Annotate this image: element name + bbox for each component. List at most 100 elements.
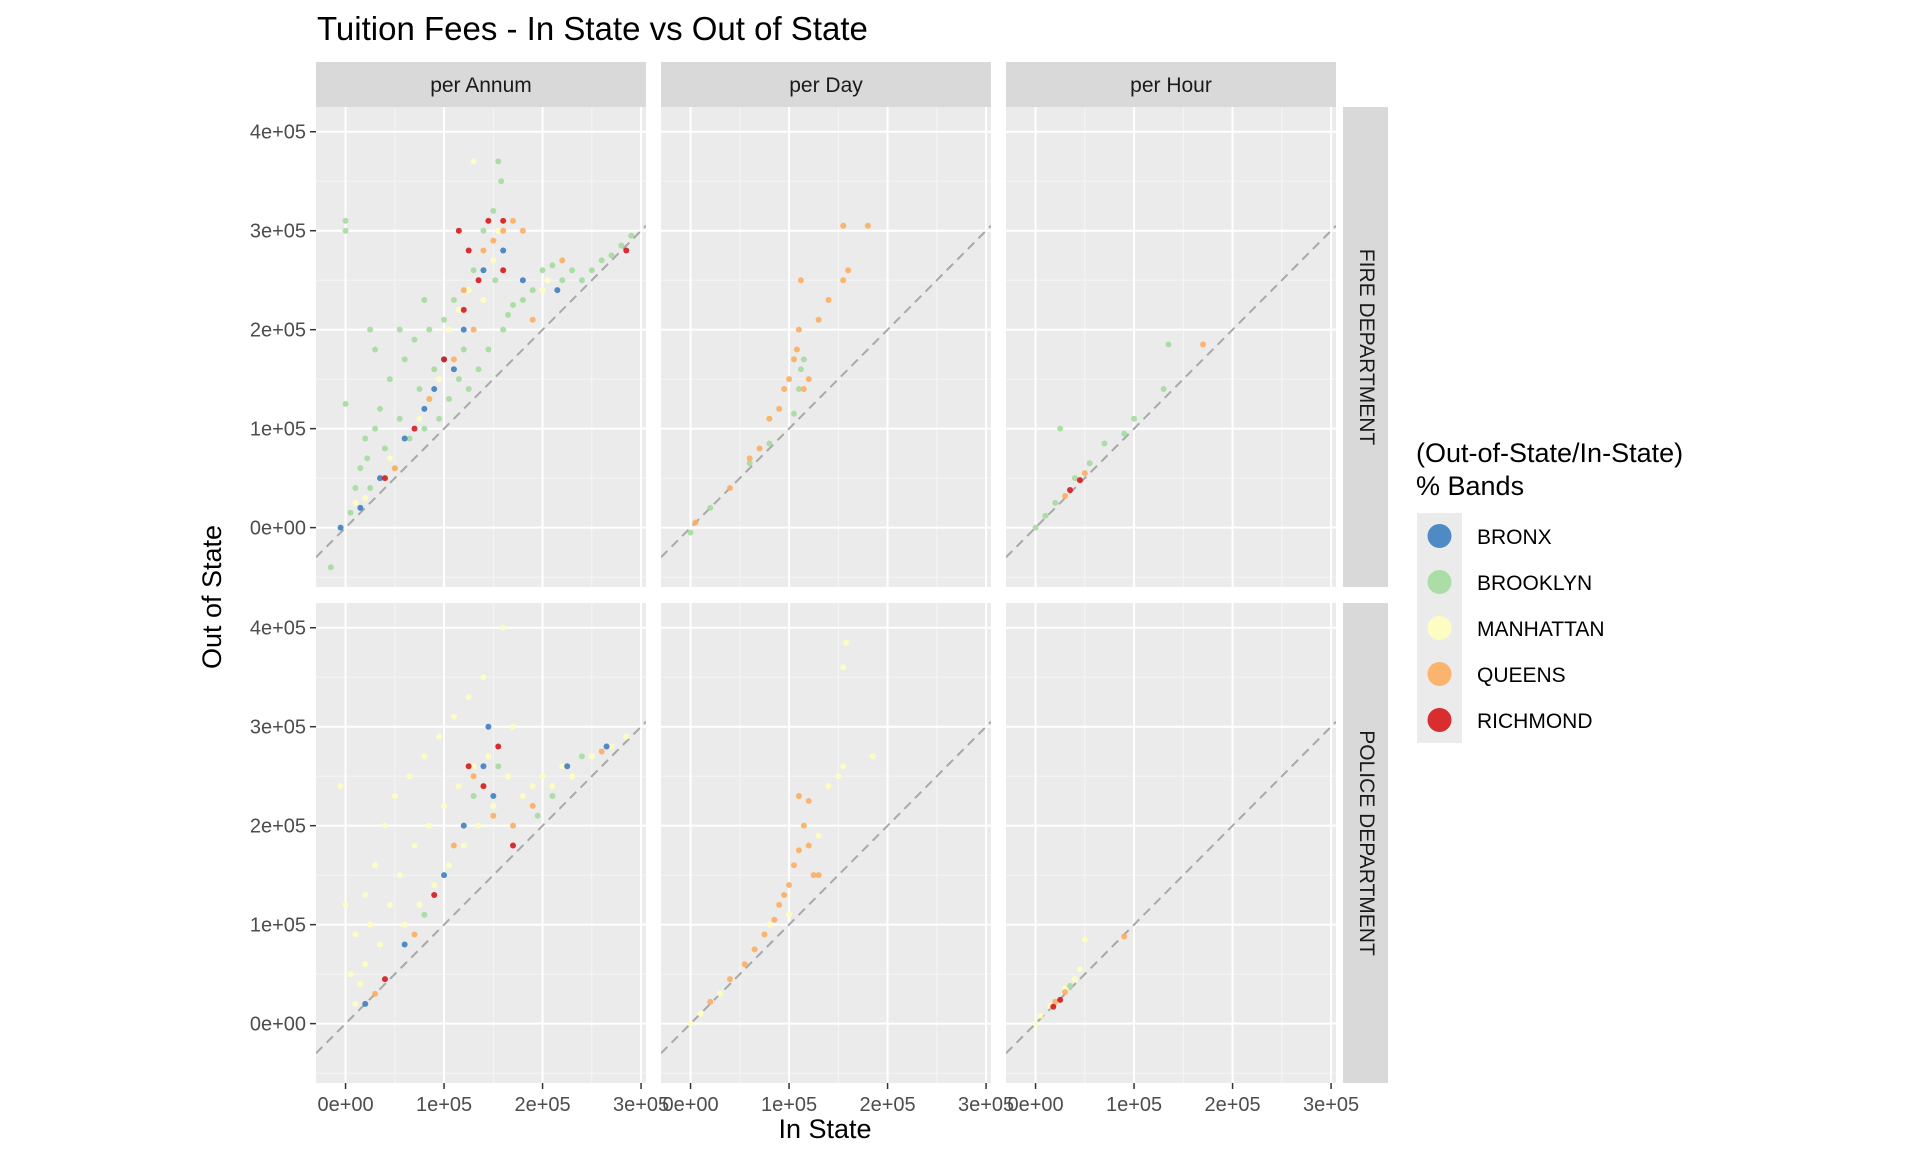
data-point — [726, 485, 733, 492]
series-brooklyn — [327, 158, 635, 571]
data-point — [406, 773, 413, 780]
facet-strips: per Annum per Day per Hour FIRE DEPARTMENT P… — [316, 62, 1388, 1083]
data-point — [450, 296, 457, 303]
data-point — [342, 217, 349, 224]
data-point — [436, 733, 443, 740]
data-point — [510, 301, 517, 308]
data-point — [539, 267, 546, 274]
legend-key-bronx — [1427, 524, 1452, 548]
y-tick-label: 2e+05 — [250, 320, 306, 342]
x-tick-label: 2e+05 — [514, 1094, 570, 1116]
legend: (Out-of-State/In-State) % Bands BRONX BROO… — [1416, 438, 1683, 743]
data-point — [367, 921, 374, 928]
data-point — [377, 475, 384, 482]
series-richmond — [1050, 996, 1064, 1010]
y-tick-label: 4e+05 — [250, 618, 306, 640]
data-point — [465, 763, 472, 770]
data-point — [352, 1000, 359, 1007]
data-point — [786, 911, 793, 918]
data-point — [421, 405, 428, 412]
data-point — [480, 763, 487, 770]
data-point — [450, 366, 457, 373]
legend-key-richmond — [1427, 708, 1452, 732]
data-point — [539, 287, 546, 294]
data-point — [362, 494, 369, 501]
data-point — [529, 287, 536, 294]
data-point — [825, 783, 832, 790]
data-point — [455, 227, 462, 234]
data-point — [480, 267, 487, 274]
data-point — [411, 336, 418, 343]
data-point — [364, 455, 371, 462]
facet-strip-label: FIRE DEPARTMENT — [1355, 249, 1378, 446]
data-point — [485, 753, 492, 760]
data-point — [766, 440, 773, 447]
facet-strip-background — [1343, 603, 1388, 1083]
data-point — [485, 217, 492, 224]
data-point — [455, 783, 462, 790]
data-point — [460, 287, 467, 294]
data-point — [687, 1020, 694, 1027]
reference-line — [316, 721, 646, 1055]
facet-strip-background — [1006, 62, 1336, 107]
data-point — [436, 376, 443, 383]
x-tick-label: 2e+05 — [859, 1094, 915, 1116]
data-point — [377, 405, 384, 412]
data-point — [490, 812, 497, 819]
data-point — [367, 485, 374, 492]
data-point — [362, 891, 369, 898]
panel-background — [1006, 107, 1336, 587]
data-point — [470, 763, 477, 770]
data-point — [500, 247, 507, 254]
data-point — [505, 311, 512, 318]
data-point — [490, 237, 497, 244]
data-point — [490, 207, 497, 214]
legend-key-brooklyn — [1427, 570, 1452, 594]
x-tick-label: 1e+05 — [416, 1094, 472, 1116]
legend-label: BROOKLYN — [1477, 572, 1592, 595]
data-point — [559, 277, 566, 284]
series-richmond — [381, 217, 630, 482]
x-tick-label: 1e+05 — [761, 1094, 817, 1116]
data-point — [608, 743, 615, 750]
data-point — [510, 822, 517, 829]
x-tick-label: 3e+05 — [958, 1094, 1014, 1116]
x-tick-label: 3e+05 — [1303, 1094, 1359, 1116]
data-point — [1071, 976, 1078, 983]
data-point — [835, 773, 842, 780]
data-point — [564, 763, 571, 770]
data-point — [401, 941, 408, 948]
facet-strip-col: per Day — [661, 62, 991, 107]
data-point — [495, 227, 502, 234]
data-point — [470, 326, 477, 333]
data-point — [367, 326, 374, 333]
data-point — [465, 694, 472, 701]
series-queens — [1052, 933, 1128, 1005]
data-point — [1121, 933, 1128, 940]
data-point — [776, 901, 783, 908]
data-point — [549, 783, 556, 790]
data-point — [352, 499, 359, 506]
data-point — [1052, 499, 1059, 506]
y-tick-label: 1e+05 — [250, 419, 306, 441]
data-point — [549, 792, 556, 799]
data-point — [519, 277, 526, 284]
data-point — [490, 802, 497, 809]
x-axis-title: In State — [778, 1114, 871, 1144]
panel-background — [1006, 603, 1336, 1083]
data-point — [810, 872, 817, 879]
data-point — [386, 455, 393, 462]
data-point — [436, 415, 443, 422]
data-point — [578, 753, 585, 760]
series-richmond — [1067, 477, 1083, 494]
data-point — [377, 941, 384, 948]
data-point — [707, 998, 714, 1005]
data-point — [421, 296, 428, 303]
panel-background — [316, 603, 646, 1083]
data-point — [790, 356, 797, 363]
facet-panels — [316, 107, 1336, 1083]
data-point — [603, 743, 610, 750]
data-point — [470, 158, 477, 165]
legend-label: BRONX — [1477, 526, 1552, 549]
data-point — [1200, 341, 1207, 348]
